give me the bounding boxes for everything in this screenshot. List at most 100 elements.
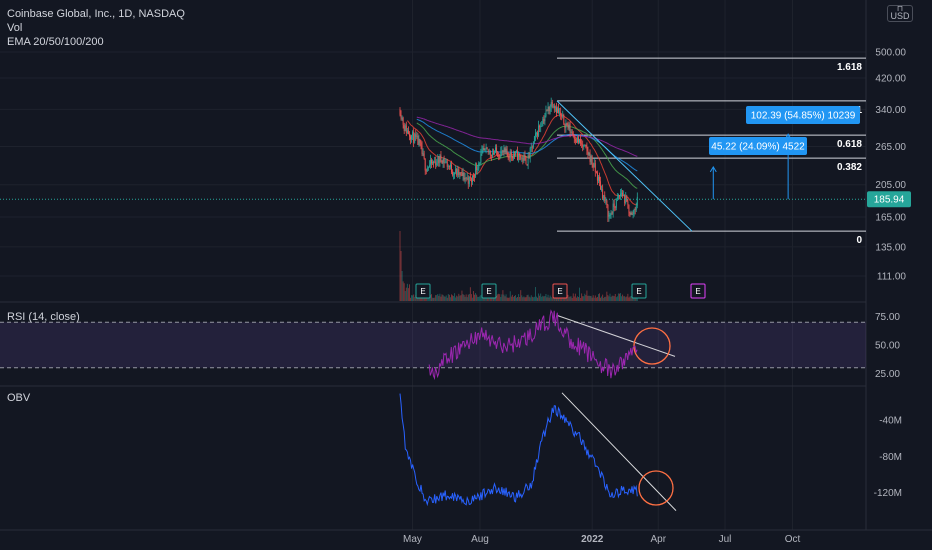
candle-body <box>463 172 465 180</box>
candle-body <box>504 148 506 152</box>
volume-bar <box>603 297 605 301</box>
candle-body <box>401 117 403 119</box>
candle-body <box>620 193 621 197</box>
rsi-tick-label: 25.00 <box>875 369 900 380</box>
candle-body <box>451 164 452 173</box>
candle-body <box>484 148 486 151</box>
candle-body <box>535 133 536 137</box>
candle-body <box>547 106 549 111</box>
volume-bar <box>635 296 637 301</box>
candle-body <box>469 176 471 179</box>
obv-legend[interactable]: OBV <box>7 392 31 404</box>
volume-bar <box>600 297 601 301</box>
volume-bar <box>439 293 441 301</box>
candle-body <box>590 156 592 162</box>
candle-body <box>418 138 420 145</box>
volume-bar <box>595 297 597 301</box>
candle-body <box>485 147 487 149</box>
volume-bar <box>593 297 595 301</box>
candle-body <box>490 154 492 157</box>
candle-body <box>592 164 594 168</box>
candle-body <box>530 146 532 148</box>
volume-bar <box>594 295 596 301</box>
candle-body <box>586 146 588 151</box>
volume-bar <box>463 294 465 301</box>
candle-body <box>498 156 500 158</box>
volume-bar <box>457 296 459 301</box>
candle-body <box>423 153 425 159</box>
candle-body <box>565 123 567 128</box>
candle-body <box>470 178 472 182</box>
volume-bar <box>633 296 635 301</box>
candle-body <box>399 109 401 115</box>
candle-body <box>474 176 475 178</box>
volume-bar <box>521 295 523 301</box>
volume-bar <box>469 287 471 301</box>
candle-body <box>635 205 637 210</box>
volume-bar <box>399 231 401 301</box>
volume-bar <box>598 294 599 301</box>
candle-body <box>468 176 470 184</box>
candle-body <box>477 168 479 170</box>
fib-level-label: 0.382 <box>837 162 862 173</box>
candle-body <box>482 148 484 150</box>
measurement-callouts[interactable]: 102.39 (54.85%) 10239 45.22 (24.09%) 4522 <box>709 106 860 200</box>
rsi-legend[interactable]: RSI (14, close) <box>7 311 80 323</box>
candle-body <box>543 118 545 122</box>
measure-label-box <box>746 106 860 124</box>
candle-body <box>479 162 481 164</box>
price-tick-label: 111.00 <box>877 272 907 283</box>
candle-body <box>459 172 461 175</box>
volume-bar <box>499 294 501 301</box>
candle-body <box>456 168 458 176</box>
volume-bar <box>442 294 444 301</box>
candle-body <box>596 172 598 181</box>
candle-body <box>563 115 565 124</box>
candle-body <box>441 160 443 164</box>
candle-body <box>487 149 489 153</box>
volume-bar <box>612 295 614 301</box>
volume-bar <box>546 297 548 301</box>
volume-bar <box>596 296 598 301</box>
candle-body <box>476 166 478 170</box>
volume-bar <box>514 296 515 301</box>
ema-line <box>416 116 638 157</box>
volume-bar <box>452 295 453 301</box>
volume-bar <box>611 295 613 301</box>
candle-body <box>628 204 630 213</box>
candle-body <box>572 133 574 136</box>
volume-bar <box>544 296 546 301</box>
candle-body <box>536 132 537 134</box>
volume-bar <box>413 294 415 301</box>
volume-bar <box>472 297 473 301</box>
rsi-tick-label: 50.00 <box>875 341 900 352</box>
price-axis[interactable]: 500.00 420.00 340.00 265.00 205.00 165.00 135.… <box>0 48 911 500</box>
candle-body <box>460 172 462 173</box>
volume-bar <box>533 296 535 301</box>
volume-bar <box>456 295 458 301</box>
time-tick-label: Apr <box>650 534 666 545</box>
candle-body <box>524 155 526 157</box>
volume-bar <box>440 296 442 301</box>
candle-body <box>445 161 447 163</box>
symbol-title[interactable]: Coinbase Global, Inc., 1D, NASDAQ <box>7 8 185 20</box>
candle-body <box>417 136 419 145</box>
candle-body <box>541 125 543 127</box>
volume-bar <box>512 296 514 301</box>
candle-body <box>521 157 523 159</box>
ema-legend[interactable]: EMA 20/50/100/200 <box>7 36 104 48</box>
volume-bar <box>628 297 630 301</box>
price-trendline <box>556 100 693 232</box>
candle-body <box>433 161 435 163</box>
currency-badge[interactable]: ⊓ USD <box>887 5 913 22</box>
volume-bar <box>550 297 552 301</box>
volume-bar <box>466 297 468 301</box>
volume-legend[interactable]: Vol <box>7 22 23 34</box>
volume-bar <box>447 294 449 301</box>
volume-bar <box>538 293 540 301</box>
time-axis[interactable]: May Aug 2022 Apr Jul Oct <box>403 534 801 545</box>
volume-bar <box>562 296 564 301</box>
candle-body <box>631 212 633 215</box>
grid-lines <box>0 0 866 530</box>
